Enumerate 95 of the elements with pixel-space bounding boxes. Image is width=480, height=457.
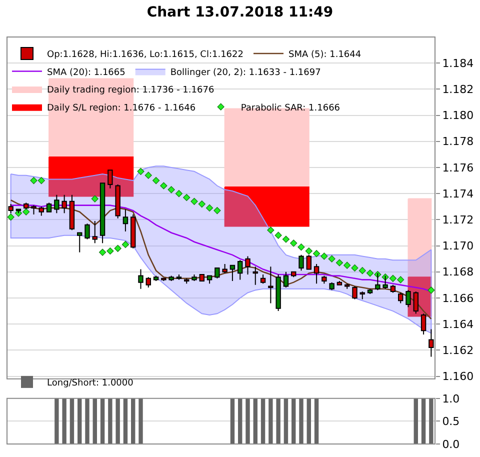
y-tick-label: 1.184 (442, 56, 474, 70)
point (22, 208, 30, 216)
y-tick-label: 1.160 (442, 370, 474, 384)
y-tick-label: 1.176 (442, 161, 474, 174)
candlestick (260, 274, 266, 284)
candlestick (252, 266, 258, 286)
point (282, 236, 290, 243)
point (91, 195, 98, 202)
point (7, 214, 14, 221)
candlestick (245, 256, 250, 275)
point (175, 190, 183, 198)
y-tick-label: 1.174 (442, 187, 474, 200)
point (206, 204, 214, 212)
candlestick (298, 254, 304, 272)
chart-title: Chart 13.07.2018 11:49 (146, 4, 334, 20)
y-tick-label: 0.5 (442, 415, 460, 428)
candlestick (238, 260, 243, 280)
candlestick (38, 206, 44, 216)
candlestick (352, 286, 358, 300)
candlestick (283, 271, 289, 288)
point (38, 176, 45, 184)
legend-label: Daily trading region: 1.1736 - 1.1676 (47, 86, 214, 96)
y-tick-label: 1.168 (442, 266, 474, 279)
y-tick-label: 0.0 (442, 438, 460, 451)
candlestick (420, 313, 426, 336)
candlestick (428, 328, 434, 358)
point (274, 232, 282, 239)
legend-label: SMA (5): 1.1644 (288, 50, 362, 60)
y-tick-label: 1.170 (442, 240, 474, 253)
point (183, 194, 190, 202)
candlestick (382, 275, 388, 290)
point (336, 259, 344, 266)
line-series (10, 199, 432, 320)
candlestick (398, 292, 404, 304)
candlestick (138, 268, 144, 290)
point (214, 207, 221, 214)
candlestick (77, 232, 82, 253)
y-tick-label: 1.164 (442, 318, 474, 331)
y-tick-label: 1.182 (442, 83, 474, 96)
point (114, 244, 122, 252)
point (160, 182, 168, 190)
point (98, 248, 106, 256)
legend-label: Daily S/L region: 1.1676 - 1.1646 (47, 103, 196, 114)
candlestick (222, 264, 228, 274)
point (122, 240, 130, 248)
point (428, 286, 435, 294)
legend-label: Bollinger (20, 2): 1.1633 - 1.1697 (170, 68, 321, 78)
point (366, 270, 374, 277)
legend-label: Parabolic SAR: 1.1666 (240, 103, 340, 114)
y-tick-label: 1.178 (442, 135, 474, 148)
candlestick (146, 276, 151, 288)
point (168, 186, 175, 194)
point (198, 200, 206, 208)
point (30, 176, 38, 184)
legend-label: Long/Short: 1.0000 (47, 378, 134, 388)
candlestick (314, 264, 320, 284)
y-tick-label: 1.0 (442, 392, 460, 406)
candlestick (122, 208, 128, 232)
y-tick-label: 1.172 (442, 214, 474, 227)
candlestick (62, 194, 67, 214)
candlestick (375, 272, 380, 291)
candlestick (268, 266, 274, 304)
y-tick-label: 1.180 (442, 109, 474, 122)
point (152, 176, 160, 184)
point (305, 247, 312, 255)
candlestick (31, 204, 36, 215)
candlestick (84, 223, 90, 240)
point (298, 244, 305, 251)
point (389, 274, 397, 282)
point (137, 168, 144, 175)
point (290, 240, 298, 247)
y-tick-label: 1.162 (442, 344, 474, 358)
point (397, 276, 404, 284)
point (190, 198, 198, 205)
point (144, 172, 152, 179)
candlestick (230, 264, 236, 282)
y-tick-label: 1.166 (442, 292, 474, 305)
point (328, 255, 336, 262)
candlestick (214, 267, 220, 279)
point (267, 226, 274, 234)
candlestick (92, 220, 98, 244)
legend-label: SMA (20): 1.1665 (47, 68, 126, 78)
point (344, 262, 351, 269)
candlestick (46, 202, 52, 212)
candlestick (8, 204, 14, 214)
candlestick (54, 194, 60, 214)
point (312, 250, 320, 258)
candlestick (413, 290, 418, 314)
point (351, 264, 358, 272)
candlestick (406, 290, 411, 308)
candlestick (108, 170, 113, 189)
point (320, 252, 328, 260)
point (358, 267, 366, 274)
legend-label: Op:1.1628, Hi:1.1636, Lo:1.1615, Cl:1.1622 (47, 50, 244, 60)
point (106, 247, 114, 255)
